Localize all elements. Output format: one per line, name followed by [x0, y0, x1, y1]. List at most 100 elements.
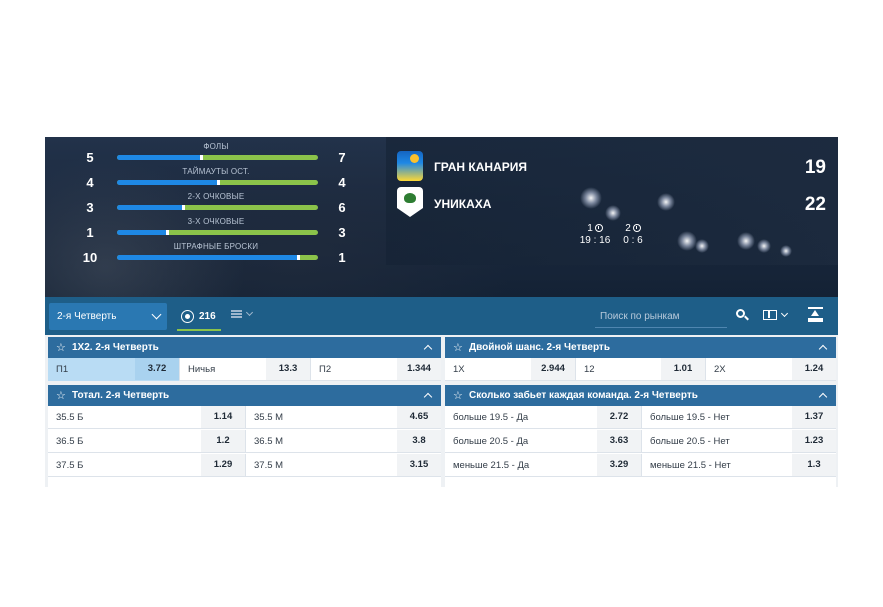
quarter-label: 1 — [587, 223, 593, 234]
outcome-label: Ничья — [188, 364, 216, 375]
outcome-p2[interactable]: П2 1.344 — [310, 358, 441, 381]
columns-icon — [763, 310, 777, 320]
chevron-up-icon[interactable] — [423, 344, 433, 354]
markets-toolbar: 2-я Четверть 216 — [45, 297, 838, 335]
outcome-label: 35.5 М — [254, 412, 284, 423]
list-icon — [231, 310, 242, 312]
outcomes-row: 1X 2.944 12 1.01 2X 1.24 — [445, 358, 836, 381]
markets-count-tab[interactable]: 216 — [177, 305, 221, 331]
total-over[interactable]: 35.5 Б 1.14 — [48, 406, 245, 429]
column-layout-toggle[interactable] — [763, 308, 793, 324]
stat-row-free-throws: ШТРАФНЫЕ БРОСКИ 10 1 — [45, 237, 385, 265]
team-points-no[interactable]: больше 20.5 - Нет 1.23 — [641, 430, 836, 453]
total-over[interactable]: 37.5 Б 1.29 — [48, 454, 245, 477]
quarter-score: 19 : 16 — [579, 235, 611, 246]
match-stats: ФОЛЫ 5 7 ТАЙМАУТЫ ОСТ. 4 4 2-Х ОЧКОВЫЕ 3… — [45, 137, 385, 269]
arrow-up-icon — [811, 310, 819, 316]
total-row-partial — [48, 478, 441, 487]
chevron-up-icon[interactable] — [423, 392, 433, 402]
stat-row-timeouts: ТАЙМАУТЫ ОСТ. 4 4 — [45, 162, 385, 190]
stat-bar — [117, 230, 318, 235]
clock-icon — [632, 224, 641, 232]
arena-light — [580, 187, 602, 209]
stat-bar — [117, 155, 318, 160]
arena-light — [737, 232, 755, 250]
market-header[interactable]: ☆ 1X2. 2-я Четверть — [48, 337, 441, 358]
star-icon[interactable]: ☆ — [453, 342, 463, 354]
outcome-label: 2X — [714, 364, 726, 375]
market-title: Тотал. 2-я Четверть — [72, 390, 170, 401]
stat-right-value: 7 — [338, 150, 346, 165]
target-icon — [181, 310, 194, 323]
active-tab-underline — [177, 329, 221, 331]
outcome-odd: 3.29 — [597, 454, 641, 476]
total-row: 35.5 Б 1.14 35.5 М 4.65 — [48, 406, 441, 429]
chevron-down-icon — [780, 309, 789, 318]
outcome-p1[interactable]: П1 3.72 — [48, 358, 179, 381]
market-search-input[interactable] — [595, 306, 727, 328]
total-under[interactable]: 35.5 М 4.65 — [245, 406, 441, 429]
outcome-draw[interactable]: Ничья 13.3 — [179, 358, 310, 381]
market-header[interactable]: ☆ Двойной шанс. 2-я Четверть — [445, 337, 836, 358]
chevron-up-icon[interactable] — [818, 344, 828, 354]
outcome-label: П1 — [56, 364, 69, 375]
outcome-label: больше 20.5 - Нет — [650, 436, 730, 447]
list-view-toggle[interactable] — [231, 308, 259, 325]
arena-light — [605, 205, 621, 221]
clock-icon — [594, 224, 603, 232]
stat-label: 2-Х ОЧКОВЫЕ — [187, 192, 245, 201]
outcomes-row: П1 3.72 Ничья 13.3 П2 1.344 — [48, 358, 441, 381]
quarter-1-score: 1 19 : 16 — [573, 223, 617, 247]
outcome-12[interactable]: 12 1.01 — [575, 358, 705, 381]
arena-light — [695, 239, 709, 253]
team-points-yes[interactable]: меньше 21.5 - Да 3.29 — [445, 454, 641, 477]
outcome-label: 1X — [453, 364, 465, 375]
team-points-row: больше 20.5 - Да 3.63 больше 20.5 - Нет … — [445, 430, 836, 453]
stat-label: ТАЙМАУТЫ ОСТ. — [182, 167, 250, 176]
stat-row-2pt: 2-Х ОЧКОВЫЕ 3 6 — [45, 187, 385, 215]
chevron-up-icon[interactable] — [818, 392, 828, 402]
team1-score: 19 — [804, 157, 826, 178]
search-icon[interactable] — [736, 309, 749, 321]
period-select[interactable]: 2-я Четверть — [49, 303, 167, 330]
stat-label: ШТРАФНЫЕ БРОСКИ — [173, 242, 259, 251]
market-header[interactable]: ☆ Тотал. 2-я Четверть — [48, 385, 441, 406]
outcome-label: 36.5 М — [254, 436, 284, 447]
team-points-yes[interactable]: больше 19.5 - Да 2.72 — [445, 406, 641, 429]
gran-canaria-logo-icon — [397, 151, 423, 181]
total-row: 36.5 Б 1.2 36.5 М 3.8 — [48, 430, 441, 453]
outcome-label: 35.5 Б — [56, 412, 84, 423]
star-icon[interactable]: ☆ — [56, 342, 66, 354]
outcome-odd: 2.72 — [597, 406, 641, 428]
market-title: 1X2. 2-я Четверть — [72, 342, 159, 353]
outcome-label: 12 — [584, 364, 595, 375]
outcome-2x[interactable]: 2X 1.24 — [705, 358, 836, 381]
market-header[interactable]: ☆ Сколько забьет каждая команда. 2-я Чет… — [445, 385, 836, 406]
market-1x2: ☆ 1X2. 2-я Четверть П1 3.72 Ничья 13.3 П… — [48, 337, 441, 381]
collapse-all-button[interactable] — [808, 307, 823, 323]
chevron-down-icon — [151, 309, 162, 320]
total-under[interactable]: 36.5 М 3.8 — [245, 430, 441, 453]
star-icon[interactable]: ☆ — [56, 390, 66, 402]
total-over[interactable]: 36.5 Б 1.2 — [48, 430, 245, 453]
team-points-no[interactable]: меньше 21.5 - Нет 1.3 — [641, 454, 836, 477]
quarter-label: 2 — [625, 223, 631, 234]
outcome-odd: 3.15 — [397, 454, 441, 476]
markets-count: 216 — [199, 311, 216, 322]
team-points-yes[interactable]: больше 20.5 - Да 3.63 — [445, 430, 641, 453]
star-icon[interactable]: ☆ — [453, 390, 463, 402]
outcome-1x[interactable]: 1X 2.944 — [445, 358, 575, 381]
outcome-odd: 4.65 — [397, 406, 441, 428]
team-points-no[interactable]: больше 19.5 - Нет 1.37 — [641, 406, 836, 429]
team-points-row-partial — [445, 478, 836, 487]
market-total: ☆ Тотал. 2-я Четверть 35.5 Б 1.14 35.5 М… — [48, 385, 441, 487]
stat-bar — [117, 205, 318, 210]
team-points-row: меньше 21.5 - Да 3.29 меньше 21.5 - Нет … — [445, 454, 836, 477]
arena-light — [757, 239, 771, 253]
arena-light — [657, 193, 675, 211]
outcome-label: 37.5 Б — [56, 460, 84, 471]
stat-left-value: 10 — [82, 250, 98, 265]
total-row: 37.5 Б 1.29 37.5 М 3.15 — [48, 454, 441, 477]
total-under[interactable]: 37.5 М 3.15 — [245, 454, 441, 477]
stat-left-value: 3 — [86, 200, 94, 215]
